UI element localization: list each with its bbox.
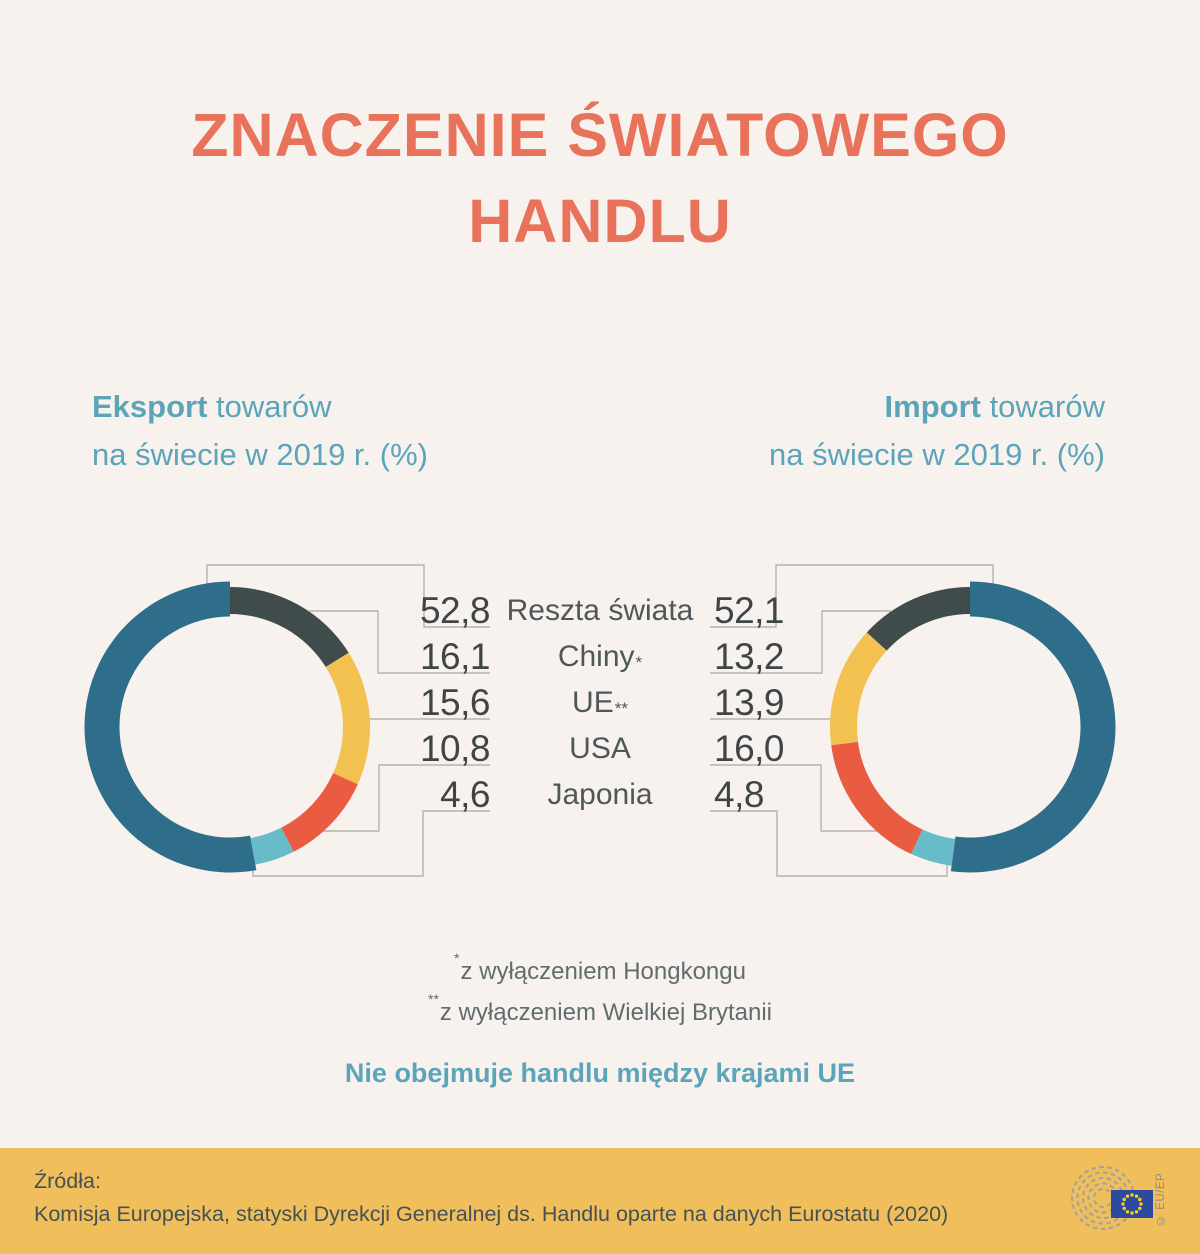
export-chart-title: Eksport towarów na świecie w 2019 r. (%) bbox=[92, 383, 428, 479]
export-chart-title-rest: towarów bbox=[207, 389, 332, 424]
export-value: 15,6 bbox=[419, 682, 491, 723]
sources-label: Źródła: bbox=[34, 1169, 101, 1193]
import-leader-line bbox=[710, 810, 948, 877]
eu-star bbox=[1130, 1193, 1134, 1197]
footnote-line: **z wyłączeniem Wielkiej Brytanii bbox=[428, 991, 772, 1026]
page-title: ZNACZENIE ŚWIATOWEGO HANDLU bbox=[0, 92, 1200, 264]
import-chart-title-line2: na świecie w 2019 r. (%) bbox=[769, 437, 1105, 472]
category-label: UE ** bbox=[572, 686, 628, 719]
export-chart-title-line2: na świecie w 2019 r. (%) bbox=[92, 437, 428, 472]
scope-note: Nie obejmuje handlu między krajami UE bbox=[344, 1058, 856, 1088]
export-value: 4,6 bbox=[440, 774, 490, 815]
eu-star bbox=[1138, 1206, 1142, 1211]
export-leader-line bbox=[317, 764, 490, 832]
import-value: 52,1 bbox=[714, 590, 785, 631]
export-chart-title-bold: Eksport bbox=[92, 389, 208, 424]
import-leader-line bbox=[710, 764, 883, 832]
segment-japonia bbox=[911, 829, 956, 866]
import-value: 16,0 bbox=[714, 728, 785, 769]
export-leader-line bbox=[252, 810, 490, 877]
category-label: Japonia bbox=[547, 778, 653, 811]
import-chart-title: Import towarów na świecie w 2019 r. (%) bbox=[769, 383, 1105, 479]
import-value: 13,2 bbox=[714, 636, 785, 677]
segment-usa bbox=[281, 773, 358, 852]
import-leader-line bbox=[710, 610, 891, 674]
import-donut-chart bbox=[829, 581, 1116, 873]
eu-star bbox=[1125, 1194, 1130, 1198]
page-title-line1: ZNACZENIE ŚWIATOWEGO bbox=[191, 101, 1009, 169]
category-label: Chiny * bbox=[557, 640, 643, 673]
page-title-line2: HANDLU bbox=[468, 187, 732, 255]
footer-bar: Źródła: Komisja Europejska, statyski Dyr… bbox=[0, 1148, 1200, 1254]
segment-usa bbox=[831, 741, 923, 855]
eu-flag-icon bbox=[1111, 1190, 1153, 1218]
eu-star bbox=[1122, 1206, 1126, 1211]
category-label: Reszta świata bbox=[506, 594, 694, 627]
eu-star bbox=[1130, 1211, 1134, 1215]
segment-japonia bbox=[250, 827, 294, 865]
import-chart-title-rest: towarów bbox=[980, 389, 1105, 424]
eu-star bbox=[1134, 1210, 1139, 1214]
segment-chiny bbox=[866, 587, 970, 651]
export-leader-line bbox=[309, 610, 490, 674]
sources-text: Komisja Europejska, statyski Dyrekcji Ge… bbox=[34, 1202, 949, 1226]
footnotes: *z wyłączeniem Hongkongu **z wyłączeniem … bbox=[0, 948, 1200, 1030]
sources-block: Źródła: Komisja Europejska, statyski Dyr… bbox=[34, 1165, 948, 1231]
segment-reszta-świata bbox=[950, 581, 1116, 873]
import-chart-title-bold: Import bbox=[884, 389, 981, 424]
import-value: 13,9 bbox=[714, 682, 785, 723]
export-value: 52,8 bbox=[419, 590, 491, 631]
eu-star bbox=[1121, 1202, 1125, 1206]
segment-ue bbox=[829, 632, 887, 746]
import-leader-line bbox=[710, 564, 994, 628]
footnote-line: *z wyłączeniem Hongkongu bbox=[454, 950, 746, 985]
segment-ue bbox=[325, 652, 370, 785]
segment-chiny bbox=[230, 587, 349, 668]
eu-star bbox=[1122, 1197, 1126, 1202]
segment-reszta-świata bbox=[84, 581, 257, 873]
category-label: USA bbox=[569, 732, 631, 765]
eu-star bbox=[1134, 1194, 1139, 1198]
eu-star bbox=[1138, 1197, 1142, 1202]
european-parliament-logo bbox=[1070, 1165, 1153, 1231]
export-value: 16,1 bbox=[419, 636, 491, 677]
export-leader-line bbox=[206, 564, 490, 628]
copyright-label: © EU/EP bbox=[1155, 1172, 1167, 1226]
export-donut-chart bbox=[84, 581, 370, 873]
import-value: 4,8 bbox=[714, 774, 764, 815]
eu-star bbox=[1125, 1210, 1130, 1214]
export-value: 10,8 bbox=[419, 728, 491, 769]
eu-star bbox=[1139, 1202, 1143, 1206]
